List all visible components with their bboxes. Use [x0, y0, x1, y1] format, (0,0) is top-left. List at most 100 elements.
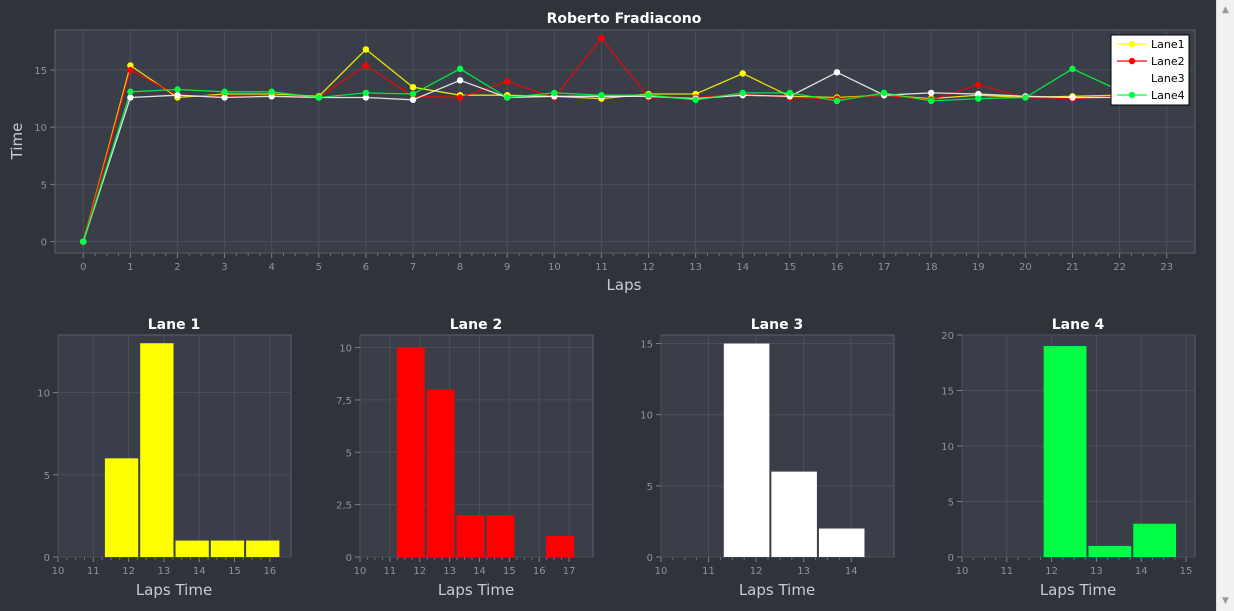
histogram-y-tick-label: 10: [941, 442, 954, 453]
histogram-bar: [818, 528, 865, 557]
main-x-tick-label: 3: [221, 262, 227, 273]
histogram-bar: [246, 540, 280, 557]
main-x-tick-label: 14: [736, 262, 749, 273]
data-point-lane2: [598, 34, 605, 42]
data-point-lane3: [127, 94, 134, 101]
histogram-x-tick-label: 15: [228, 566, 241, 577]
data-point-lane4: [692, 96, 699, 103]
histogram-bar: [771, 471, 817, 557]
data-point-lane3: [975, 90, 982, 98]
histogram-title-lane-2: Lane 2: [450, 317, 502, 333]
data-point-lane3: [268, 93, 275, 100]
histogram-y-tick-label: 10: [37, 389, 50, 400]
data-point-lane4: [927, 97, 935, 105]
histogram-bar: [546, 536, 575, 557]
data-point-lane3: [456, 77, 464, 84]
histogram-y-tick-label: 10: [640, 411, 653, 422]
histogram-x-tick-label: 14: [473, 566, 486, 577]
histogram-bar: [210, 540, 245, 557]
data-point-lane4: [1069, 65, 1076, 73]
data-point-lane3: [409, 96, 417, 103]
main-x-tick-label: 22: [1113, 262, 1126, 273]
histogram-y-tick-label: 10: [339, 344, 352, 355]
data-point-lane3: [1069, 94, 1076, 101]
histogram-x-tick-label: 14: [845, 566, 858, 577]
histogram-bar: [140, 343, 174, 557]
histogram-y-tick-label: 15: [640, 340, 653, 351]
scroll-up-arrow-icon[interactable]: ▲: [1222, 5, 1229, 15]
data-point-lane2: [975, 81, 982, 89]
data-point-lane4: [786, 89, 794, 97]
main-chart-ylabel: Time: [8, 123, 26, 161]
histogram-bar: [426, 389, 455, 557]
data-point-lane4: [598, 91, 605, 99]
data-point-lane4: [80, 238, 87, 245]
histogram-x-tick-label: 12: [122, 566, 135, 577]
histogram-bar: [1043, 346, 1087, 557]
histogram-x-tick-label: 12: [413, 566, 426, 577]
legend-label: Lane1: [1151, 38, 1185, 51]
histogram-y-tick-label: 20: [941, 331, 954, 342]
data-point-lane4: [456, 65, 464, 73]
main-x-tick-label: 1: [127, 262, 133, 273]
data-point-lane1: [362, 46, 370, 53]
histogram-bar: [1088, 545, 1132, 557]
legend-label: Lane3: [1151, 72, 1185, 85]
histogram-x-tick-label: 17: [563, 566, 576, 577]
data-point-lane4: [362, 89, 370, 97]
histogram-x-tick-label: 13: [158, 566, 171, 577]
histogram-xlabel-lane-1: Laps Time: [136, 581, 212, 599]
vertical-scrollbar[interactable]: ▲ ▼: [1216, 0, 1234, 611]
main-x-tick-label: 15: [784, 262, 797, 273]
main-plot-background: [54, 29, 1196, 254]
histogram-y-tick-label: 0: [647, 553, 653, 564]
legend-swatch-marker: [1128, 40, 1136, 48]
data-point-lane3: [221, 94, 228, 101]
main-x-tick-label: 4: [269, 262, 275, 273]
data-point-lane4: [315, 94, 323, 101]
main-x-tick-label: 7: [410, 262, 416, 273]
data-point-lane4: [504, 94, 511, 101]
main-x-tick-label: 5: [316, 262, 322, 273]
histogram-x-tick-label: 10: [52, 566, 65, 577]
main-x-tick-label: 13: [689, 262, 702, 273]
main-x-tick-label: 21: [1066, 262, 1079, 273]
histogram-y-tick-label: 5: [346, 448, 352, 459]
data-point-lane4: [1022, 94, 1029, 101]
histogram-bar: [175, 540, 209, 557]
histogram-bar: [456, 515, 485, 557]
histogram-bar: [104, 458, 139, 557]
data-point-lane2: [504, 78, 511, 85]
histogram-x-tick-label: 15: [1180, 566, 1193, 577]
data-point-lane3: [174, 91, 181, 99]
data-point-lane4: [551, 89, 558, 97]
main-y-tick-label: 0: [41, 238, 47, 249]
histogram-y-tick-label: 0: [44, 553, 50, 564]
data-point-lane1: [127, 62, 134, 69]
histogram-plot-lane-4: 10 11 12 13 14 15 0 5 10 15 20: [941, 331, 1196, 577]
histogram-x-tick-label: 13: [1090, 566, 1103, 577]
data-point-lane4: [880, 89, 888, 97]
histogram-bar: [723, 343, 770, 557]
main-x-tick-label: 19: [972, 262, 985, 273]
data-point-lane4: [174, 86, 181, 93]
main-x-tick-label: 9: [504, 262, 510, 273]
histogram-x-tick-label: 10: [354, 566, 367, 577]
histogram-lane-3: Lane 3 Laps Time 10 11 12 13 14 0 5 10 15: [640, 317, 895, 599]
scroll-down-arrow-icon[interactable]: ▼: [1222, 596, 1229, 606]
histogram-y-tick-label: 5: [44, 471, 50, 482]
main-y-tick-label: 10: [34, 123, 47, 134]
histogram-y-tick-label: 5: [948, 498, 954, 509]
histogram-plot-lane-1: 10 11 12 13 14 15 16 0 5 10: [37, 334, 292, 577]
histogram-x-tick-label: 11: [702, 566, 715, 577]
legend-swatch-marker: [1128, 91, 1136, 99]
data-point-lane3: [927, 89, 935, 97]
main-y-tick-label: 5: [41, 180, 47, 191]
histogram-y-tick-label: 0: [346, 553, 352, 564]
main-x-tick-label: 2: [174, 262, 180, 273]
data-point-lane4: [221, 88, 228, 95]
main-x-tick-label: 12: [642, 262, 655, 273]
main-chart-plot-area: 0 1 2 3 4 5 6 7 8 9 10 11 12 13 14 15 16 17 18 19 20 21 22 2305…: [34, 29, 1196, 273]
histogram-x-tick-label: 13: [797, 566, 810, 577]
